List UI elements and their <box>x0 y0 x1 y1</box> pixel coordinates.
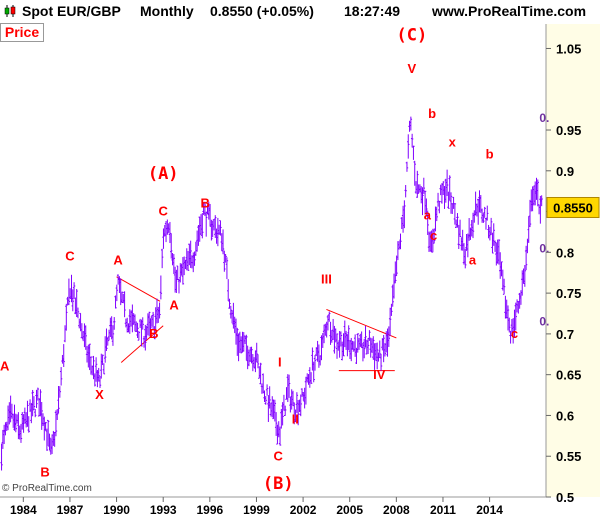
wave-labels: ABCXAB(A)CABC(B)IIIIIIIV(C)Vbaxcbac0.0.0… <box>0 25 549 494</box>
wave-label: I <box>278 355 282 370</box>
wave-label: a <box>424 208 432 223</box>
x-tick-label: 2014 <box>476 503 503 517</box>
trendline <box>326 308 397 339</box>
copyright-text: © ProRealTime.com <box>2 483 92 494</box>
wave-label: b <box>486 147 494 162</box>
y-tick-label: 0.95 <box>556 123 581 138</box>
wave-label: (C) <box>397 25 428 45</box>
current-price-box <box>546 196 600 218</box>
wave-label: B <box>149 326 158 341</box>
fib-label: 0. <box>539 315 549 329</box>
price-series <box>0 116 543 471</box>
wave-label: x <box>449 134 457 149</box>
y-tick-label: 0.5 <box>556 490 574 505</box>
x-tick-label: 1999 <box>243 503 270 517</box>
wave-label: V <box>408 61 417 76</box>
wave-label: IV <box>373 367 386 382</box>
axis-ticks: 1.050.950.90.850.80.750.70.650.60.550.51… <box>10 41 600 517</box>
y-tick-label: 0.7 <box>556 327 574 342</box>
y-tick-label: 0.9 <box>556 164 574 179</box>
fib-label: 0. <box>539 111 549 125</box>
x-tick-label: 1984 <box>10 503 37 517</box>
wave-label: C <box>159 204 169 219</box>
wave-label: C <box>274 448 284 463</box>
wave-label: a <box>469 253 477 268</box>
x-tick-label: 1987 <box>57 503 84 517</box>
x-tick-label: 1996 <box>196 503 223 517</box>
x-tick-label: 2011 <box>430 503 456 517</box>
wave-label: (B) <box>263 474 294 494</box>
wave-label: A <box>169 297 179 312</box>
chart-header: Spot EUR/GBP Monthly 0.8550 (+0.05%) 18:… <box>0 0 600 22</box>
x-tick-label: 1990 <box>103 503 130 517</box>
instrument-title: Spot EUR/GBP <box>22 3 121 19</box>
y-tick-label: 0.65 <box>556 368 581 383</box>
wave-label: B <box>40 465 49 480</box>
x-tick-label: 2002 <box>290 503 317 517</box>
y-tick-label: 0.75 <box>556 286 581 301</box>
quote-time: 18:27:49 <box>344 3 401 19</box>
trendlines <box>116 276 397 372</box>
fib-label: 0. <box>539 241 549 255</box>
x-tick-label: 2008 <box>383 503 410 517</box>
wave-label: A <box>0 359 10 374</box>
wave-label: c <box>430 228 437 243</box>
site-url[interactable]: www.ProRealTime.com <box>432 3 587 19</box>
wave-label: c <box>511 326 518 341</box>
wave-label: X <box>95 387 104 402</box>
wave-label: (A) <box>148 164 179 184</box>
price-panel-label[interactable]: Price <box>0 23 44 42</box>
current-price-label: 0.8550 <box>553 200 593 215</box>
price-axis-panel <box>546 24 600 497</box>
last-quote: 0.8550 (+0.05%) <box>210 3 314 19</box>
wave-label: A <box>113 253 123 268</box>
trendline <box>120 325 164 363</box>
wave-label: III <box>321 271 332 286</box>
candlestick-icon <box>3 4 17 18</box>
period-label: Monthly <box>140 3 194 19</box>
wave-label: C <box>65 249 75 264</box>
wave-label: II <box>292 412 299 427</box>
y-tick-label: 1.05 <box>556 41 581 56</box>
y-tick-label: 0.6 <box>556 408 574 423</box>
wave-label: B <box>200 195 209 210</box>
wave-label: b <box>428 106 436 121</box>
trendline <box>116 276 161 302</box>
y-tick-label: 0.55 <box>556 449 581 464</box>
x-tick-label: 1993 <box>150 503 177 517</box>
x-tick-label: 2005 <box>336 503 363 517</box>
y-tick-label: 0.8 <box>556 245 574 260</box>
